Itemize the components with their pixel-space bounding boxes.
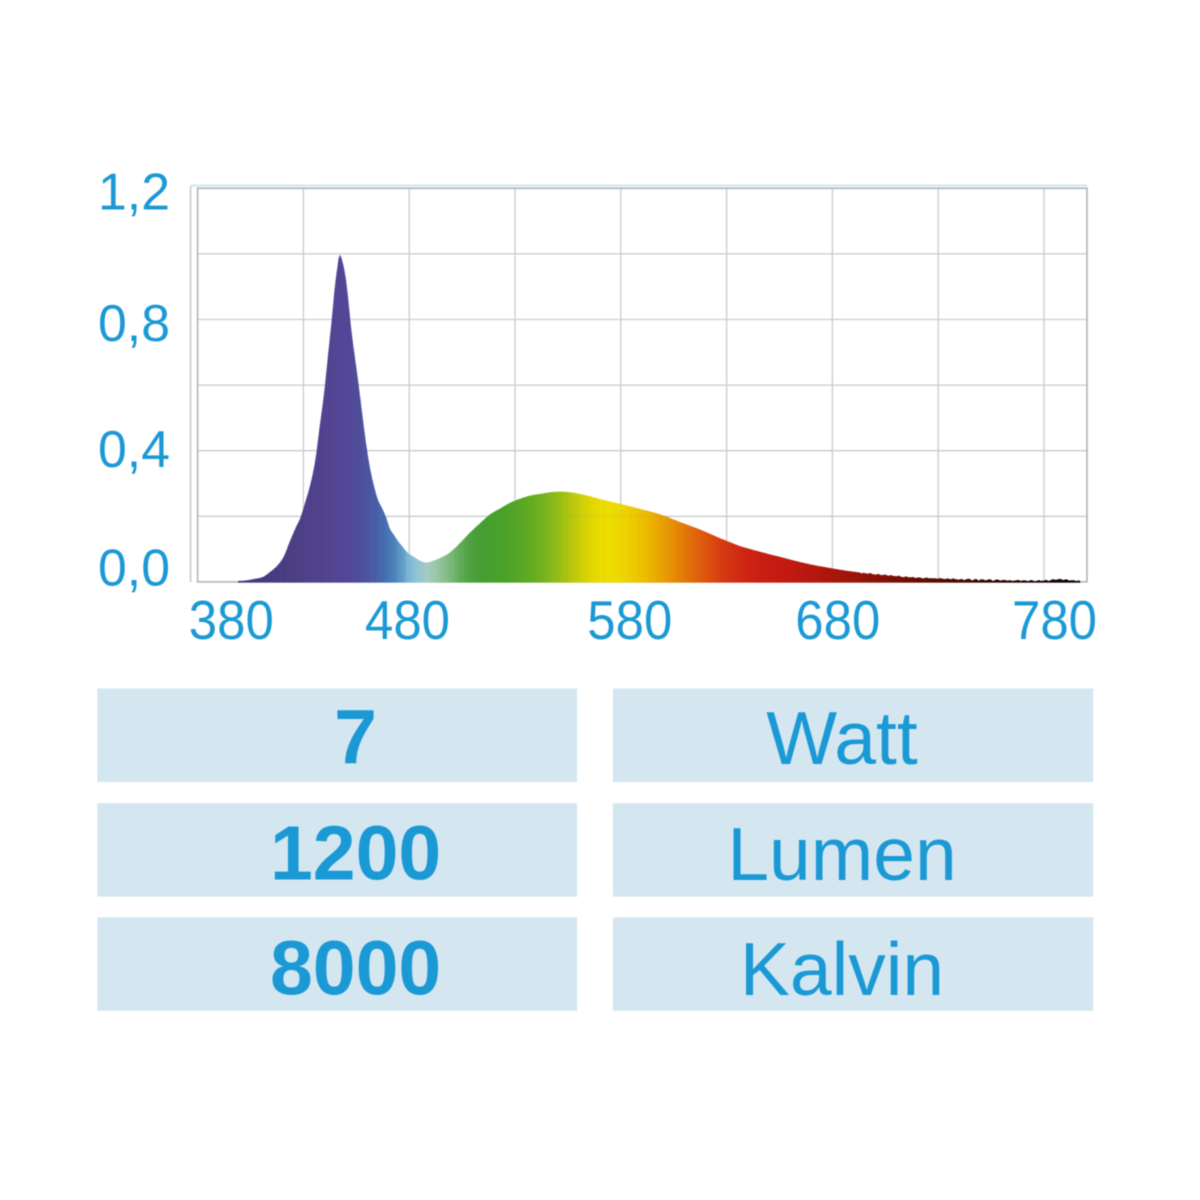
- svg-text:Kalvin: Kalvin: [740, 927, 944, 1011]
- svg-text:480: 480: [365, 590, 450, 651]
- svg-text:8000: 8000: [270, 926, 441, 1012]
- svg-text:780: 780: [1012, 590, 1097, 651]
- svg-text:0,8: 0,8: [98, 295, 170, 353]
- svg-text:Lumen: Lumen: [727, 812, 956, 896]
- svg-text:580: 580: [587, 590, 672, 651]
- svg-text:7: 7: [334, 695, 377, 781]
- svg-text:0,0: 0,0: [98, 540, 170, 598]
- svg-text:0,4: 0,4: [98, 421, 170, 479]
- svg-text:1200: 1200: [270, 811, 441, 897]
- svg-text:680: 680: [795, 590, 880, 651]
- svg-text:1,2: 1,2: [98, 164, 170, 222]
- svg-text:Watt: Watt: [766, 696, 918, 780]
- svg-text:380: 380: [189, 590, 274, 651]
